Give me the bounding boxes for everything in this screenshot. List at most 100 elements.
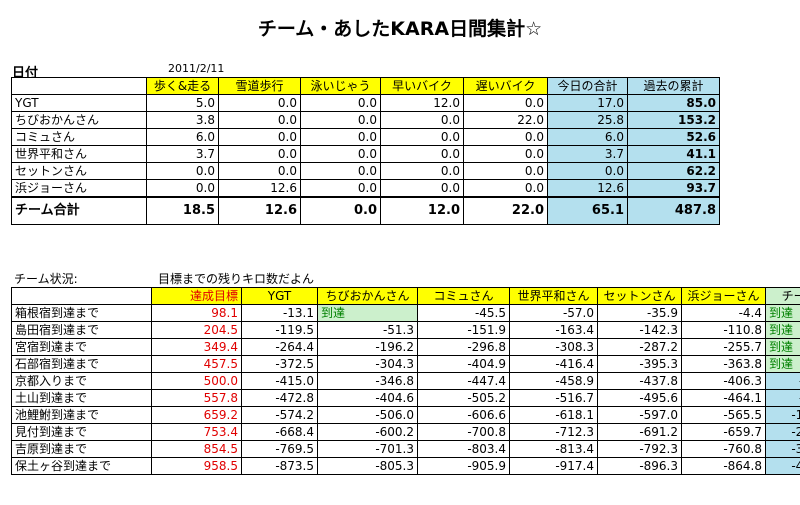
- column-header: コミュさん: [417, 287, 510, 305]
- remaining-distance: -516.7: [509, 389, 598, 407]
- remaining-distance: -196.2: [317, 338, 418, 356]
- goal-distance: 557.8: [151, 389, 242, 407]
- column-header: 泳いじゃう: [300, 77, 381, 95]
- cumulative-total: 85.0: [627, 94, 720, 112]
- remaining-distance: -51.3: [317, 321, 418, 339]
- milestone-name: 池鯉鮒到達まで: [11, 406, 152, 424]
- activity-value: 0.0: [380, 128, 464, 146]
- team-activity-total: 22.0: [463, 196, 548, 225]
- activity-value: 0.0: [463, 128, 548, 146]
- column-header: 歩く&走る: [146, 77, 219, 95]
- activity-value: 0.0: [218, 162, 301, 180]
- milestone-row: 箱根宿到達まで 98.1 -13.1 到達 -45.5 -57.0 -35.9 -4.4 到達: [11, 304, 800, 322]
- milestone-row: 土山到達まで 557.8 -472.8 -404.6 -505.2 -516.7 -495.…: [11, 389, 800, 407]
- milestone-row: 宮宿到達まで 349.4 -264.4 -196.2 -296.8 -308.3 -287.…: [11, 338, 800, 356]
- date-value: 2011/2/11: [168, 62, 225, 75]
- remaining-distance: -163.4: [509, 321, 598, 339]
- remaining-distance: -363.8: [681, 355, 766, 373]
- column-header: 早いバイク: [380, 77, 464, 95]
- column-header: 遅いバイク: [463, 77, 548, 95]
- team-activity-total: 12.0: [380, 196, 464, 225]
- team-today-total: 65.1: [547, 196, 628, 225]
- remaining-distance: -792.3: [597, 440, 682, 458]
- activity-value: 0.0: [218, 94, 301, 112]
- activity-value: 0.0: [300, 145, 381, 163]
- activity-value: 0.0: [463, 94, 548, 112]
- today-total: 17.0: [547, 94, 628, 112]
- team-activity-total: 12.6: [218, 196, 301, 225]
- page-title: チーム・あしたKARA日間集計☆: [257, 18, 543, 40]
- team-remaining: 到達: [765, 304, 800, 322]
- team-activity-total: 0.0: [300, 196, 381, 225]
- column-header: セットンさん: [597, 287, 682, 305]
- remaining-distance: -447.4: [417, 372, 510, 390]
- team-remaining: -12.2: [765, 372, 800, 390]
- remaining-distance: -372.5: [241, 355, 318, 373]
- goal-distance: 457.5: [151, 355, 242, 373]
- activity-value: 0.0: [218, 128, 301, 146]
- activity-value: 0.0: [463, 162, 548, 180]
- remaining-distance: -905.9: [417, 457, 510, 475]
- remaining-distance: -873.5: [241, 457, 318, 475]
- milestone-name: 石部宿到達まで: [11, 355, 152, 373]
- remaining-distance: -769.5: [241, 440, 318, 458]
- activity-value: 0.0: [380, 111, 464, 129]
- remaining-distance: -896.3: [597, 457, 682, 475]
- member-row: セットンさん 0.0 0.0 0.0 0.0 0.0 0.0 62.2: [11, 162, 720, 180]
- goal-distance: 854.5: [151, 440, 242, 458]
- remaining-distance: -142.3: [597, 321, 682, 339]
- today-total: 3.7: [547, 145, 628, 163]
- column-header: チーム: [765, 287, 800, 305]
- remaining-distance: -4.4: [681, 304, 766, 322]
- remaining-distance: -406.3: [681, 372, 766, 390]
- remaining-distance: -505.2: [417, 389, 510, 407]
- remaining-distance: -415.0: [241, 372, 318, 390]
- remaining-distance: -35.9: [597, 304, 682, 322]
- column-header: 今日の合計: [547, 77, 628, 95]
- remaining-distance: -600.2: [317, 423, 418, 441]
- member-name: セットンさん: [11, 162, 147, 180]
- team-activity-total: 18.5: [146, 196, 219, 225]
- milestone-name: 京都入りまで: [11, 372, 152, 390]
- activity-value: 0.0: [218, 111, 301, 129]
- remaining-distance: -395.3: [597, 355, 682, 373]
- remaining-distance: -495.6: [597, 389, 682, 407]
- milestone-row: 吉原到達まで 854.5 -769.5 -701.3 -803.4 -813.4 -792.…: [11, 440, 800, 458]
- today-total: 25.8: [547, 111, 628, 129]
- column-header: 達成目標: [151, 287, 242, 305]
- member-name: 浜ジョーさん: [11, 179, 147, 198]
- remaining-distance: -346.8: [317, 372, 418, 390]
- remaining-distance: -57.0: [509, 304, 598, 322]
- milestone-row: 保土ヶ谷到達まで 958.5 -873.5 -805.3 -905.9 -917.4 -89…: [11, 457, 800, 475]
- column-header: [11, 77, 147, 95]
- milestone-row: 池鯉鮒到達まで 659.2 -574.2 -506.0 -606.6 -618.1 -597…: [11, 406, 800, 424]
- remaining-distance: 到達: [317, 304, 418, 322]
- goal-distance: 958.5: [151, 457, 242, 475]
- remaining-distance-table: 達成目標YGTちびおかんさんコミュさん世界平和さんセットンさん浜ジョーさんチーム…: [11, 287, 800, 475]
- milestone-row: 見付到達まで 753.4 -668.4 -600.2 -700.8 -712.3 -691.…: [11, 423, 800, 441]
- member-row: YGT 5.0 0.0 0.0 12.0 0.0 17.0 85.0: [11, 94, 720, 112]
- remaining-distance: -701.3: [317, 440, 418, 458]
- today-total: 12.6: [547, 179, 628, 198]
- milestone-name: 保土ヶ谷到達まで: [11, 457, 152, 475]
- remaining-distance: -606.6: [417, 406, 510, 424]
- activity-value: 12.6: [218, 179, 301, 198]
- milestone-row: 島田宿到達まで 204.5 -119.5 -51.3 -151.9 -163.4 -142.…: [11, 321, 800, 339]
- milestone-name: 島田宿到達まで: [11, 321, 152, 339]
- daily-summary-table: 歩く&走る 雪道歩行 泳いじゃう 早いバイク 遅いバイク 今日の合計 過去の累計 YGT 5.0…: [11, 77, 720, 225]
- team-remaining: 到達: [765, 321, 800, 339]
- remaining-distance: -464.1: [681, 389, 766, 407]
- remaining-distance: -700.8: [417, 423, 510, 441]
- remaining-distance: -760.8: [681, 440, 766, 458]
- activity-value: 6.0: [146, 128, 219, 146]
- cumulative-total: 62.2: [627, 162, 720, 180]
- activity-value: 0.0: [380, 179, 464, 198]
- cumulative-total: 153.2: [627, 111, 720, 129]
- goal-distance: 98.1: [151, 304, 242, 322]
- member-row: 世界平和さん 3.7 0.0 0.0 0.0 0.0 3.7 41.1: [11, 145, 720, 163]
- member-row: コミュさん 6.0 0.0 0.0 0.0 0.0 6.0 52.6: [11, 128, 720, 146]
- team-remaining: 到達: [765, 338, 800, 356]
- column-header: [11, 287, 152, 305]
- milestone-name: 見付到達まで: [11, 423, 152, 441]
- column-header: 雪道歩行: [218, 77, 301, 95]
